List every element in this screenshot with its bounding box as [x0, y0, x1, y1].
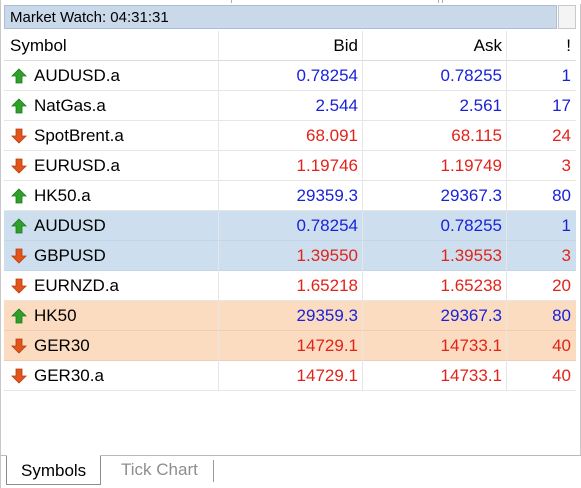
spread-value: 40: [506, 361, 576, 391]
symbol-name: GER30.a: [34, 366, 104, 385]
ask-price: 29367.3: [362, 181, 506, 211]
tab-separator: [213, 460, 214, 482]
arrow-up-icon: [11, 218, 27, 234]
symbol-name: SpotBrent.a: [34, 126, 124, 145]
spread-value: 3: [506, 151, 576, 181]
bid-price: 1.65218: [218, 271, 362, 301]
symbol-name: HK50.a: [34, 186, 91, 205]
ask-price: 29367.3: [362, 301, 506, 331]
symbol-name: GBPUSD: [34, 246, 106, 265]
table-row[interactable]: GER30 14729.1 14733.1 40: [4, 331, 576, 361]
table-header: Symbol Bid Ask !: [4, 31, 576, 61]
bottom-tab-bar: Symbols Tick Chart: [1, 455, 581, 488]
ask-price: 68.115: [362, 121, 506, 151]
arrow-up-icon: [11, 188, 27, 204]
arrow-up-icon: [11, 98, 27, 114]
column-header-symbol[interactable]: Symbol: [10, 36, 67, 55]
bid-price: 68.091: [218, 121, 362, 151]
bid-price: 14729.1: [218, 331, 362, 361]
spread-value: 80: [506, 181, 576, 211]
arrow-up-icon: [11, 308, 27, 324]
ask-price: 0.78255: [362, 211, 506, 241]
symbol-name: EURNZD.a: [34, 276, 120, 295]
symbol-name: NatGas.a: [34, 96, 106, 115]
titlebar-end-cap: [558, 5, 576, 29]
table-row[interactable]: EURNZD.a 1.65218 1.65238 20: [4, 271, 576, 301]
spread-value: 3: [506, 241, 576, 271]
bid-price: 1.39550: [218, 241, 362, 271]
ask-price: 2.561: [362, 91, 506, 121]
column-header-spread[interactable]: !: [506, 31, 576, 61]
table-body: AUDUSD.a 0.78254 0.78255 1 NatGas.a 2.544 2.56…: [4, 61, 576, 391]
spread-value: 40: [506, 331, 576, 361]
arrow-down-icon: [11, 158, 27, 174]
table-row[interactable]: AUDUSD.a 0.78254 0.78255 1: [4, 61, 576, 91]
arrow-up-icon: [11, 68, 27, 84]
spread-value: 1: [506, 61, 576, 91]
arrow-down-icon: [11, 368, 27, 384]
arrow-down-icon: [11, 128, 27, 144]
top-edge: [1, 0, 581, 4]
column-header-bid[interactable]: Bid: [218, 31, 362, 61]
table-row[interactable]: HK50.a 29359.3 29367.3 80: [4, 181, 576, 211]
table-row[interactable]: AUDUSD 0.78254 0.78255 1: [4, 211, 576, 241]
bid-price: 0.78254: [218, 211, 362, 241]
spread-value: 17: [506, 91, 576, 121]
bid-price: 29359.3: [218, 301, 362, 331]
spread-value: 1: [506, 211, 576, 241]
bid-price: 0.78254: [218, 61, 362, 91]
arrow-down-icon: [11, 278, 27, 294]
ask-price: 14733.1: [362, 361, 506, 391]
bid-price: 1.19746: [218, 151, 362, 181]
ask-price: 1.65238: [362, 271, 506, 301]
window-title: Market Watch: 04:31:31: [10, 9, 169, 26]
ask-price: 0.78255: [362, 61, 506, 91]
table-row[interactable]: GBPUSD 1.39550 1.39553 3: [4, 241, 576, 271]
ask-price: 14733.1: [362, 331, 506, 361]
bid-price: 14729.1: [218, 361, 362, 391]
table-row[interactable]: EURUSD.a 1.19746 1.19749 3: [4, 151, 576, 181]
market-watch-table: Symbol Bid Ask ! AUDUSD.a 0.78254 0.78255 1…: [4, 31, 576, 391]
spread-value: 80: [506, 301, 576, 331]
ask-price: 1.19749: [362, 151, 506, 181]
bid-price: 2.544: [218, 91, 362, 121]
symbol-name: AUDUSD.a: [34, 66, 120, 85]
spread-value: 24: [506, 121, 576, 151]
symbol-name: HK50: [34, 306, 77, 325]
bid-price: 29359.3: [218, 181, 362, 211]
table-row[interactable]: NatGas.a 2.544 2.561 17: [4, 91, 576, 121]
spread-value: 20: [506, 271, 576, 301]
table-empty-area: [4, 393, 576, 455]
table-row[interactable]: SpotBrent.a 68.091 68.115 24: [4, 121, 576, 151]
arrow-down-icon: [11, 248, 27, 264]
ask-price: 1.39553: [362, 241, 506, 271]
symbol-name: AUDUSD: [34, 216, 106, 235]
tab-tick-chart[interactable]: Tick Chart: [121, 460, 198, 479]
symbol-name: GER30: [34, 336, 90, 355]
arrow-down-icon: [11, 338, 27, 354]
table-row[interactable]: GER30.a 14729.1 14733.1 40: [4, 361, 576, 391]
window-titlebar[interactable]: Market Watch: 04:31:31: [4, 5, 557, 29]
tab-symbols[interactable]: Symbols: [6, 455, 102, 485]
table-row[interactable]: HK50 29359.3 29367.3 80: [4, 301, 576, 331]
symbol-name: EURUSD.a: [34, 156, 120, 175]
column-header-ask[interactable]: Ask: [362, 31, 506, 61]
